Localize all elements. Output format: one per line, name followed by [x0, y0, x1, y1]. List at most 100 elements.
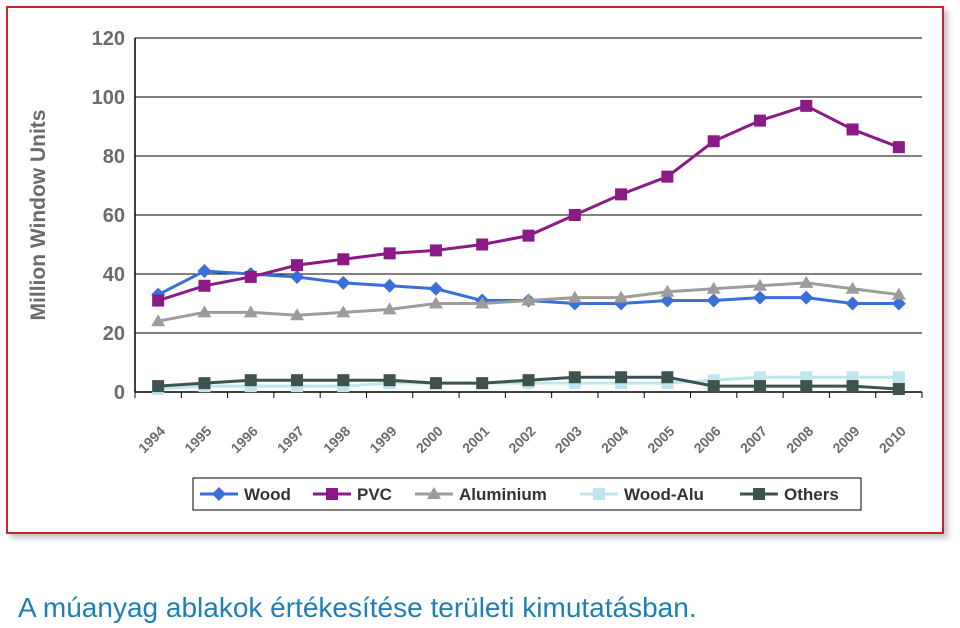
- legend-entry-aluminium: Aluminium: [415, 485, 547, 504]
- x-tick-label: 2005: [644, 423, 677, 456]
- legend-entry-wood: Wood: [200, 485, 291, 504]
- data-point-others: [615, 371, 628, 384]
- x-tick-label: 1995: [181, 423, 214, 456]
- legend-entry-wood-alu: Wood-Alu: [580, 485, 704, 504]
- y-tick-label: 100: [92, 87, 125, 109]
- data-point-pvc: [568, 209, 581, 221]
- legend-label: PVC: [357, 485, 392, 504]
- x-tick-label: 2009: [829, 423, 862, 456]
- data-point-aluminium: [660, 284, 675, 297]
- data-point-others: [383, 374, 396, 387]
- data-point-wood: [336, 275, 351, 290]
- gridlines: [135, 37, 922, 334]
- data-point-aluminium: [290, 308, 305, 321]
- y-tick-label: 80: [103, 146, 125, 168]
- data-point-aluminium: [706, 281, 721, 294]
- data-point-aluminium: [197, 305, 212, 318]
- data-point-pvc: [429, 244, 442, 257]
- data-point-others: [707, 380, 720, 393]
- legend-marker: [753, 488, 765, 500]
- data-point-aluminium: [891, 287, 906, 300]
- data-point-wood: [752, 290, 767, 305]
- x-tick-label: 2001: [459, 423, 492, 456]
- figure-caption: A múanyag ablakok értékesítése területi …: [18, 592, 697, 623]
- data-point-others: [800, 380, 813, 393]
- x-tick-label: 1999: [366, 423, 399, 456]
- y-axis-title: Million Window Units: [27, 110, 50, 321]
- data-point-pvc: [846, 123, 859, 136]
- data-point-wood: [706, 293, 721, 308]
- chart-frame: [6, 6, 944, 534]
- data-point-aluminium: [567, 290, 582, 303]
- data-point-others: [337, 374, 350, 387]
- data-point-others: [892, 383, 905, 396]
- data-point-aluminium: [475, 296, 490, 309]
- data-point-pvc: [152, 294, 165, 307]
- data-point-pvc: [198, 279, 211, 292]
- data-point-others: [244, 374, 257, 387]
- x-tick-label: 2000: [413, 423, 446, 456]
- data-point-wood: [382, 278, 397, 293]
- y-tick-label: 20: [103, 323, 125, 345]
- legend-entry-pvc: PVC: [313, 485, 392, 504]
- legend-marker: [212, 487, 226, 501]
- axes: 0 20 40 60 80 100 120 1994 1995 1996 1997 1998 1999 2…: [92, 28, 923, 456]
- legend-label: Wood: [244, 485, 291, 504]
- data-point-aluminium: [382, 302, 397, 315]
- data-point-aluminium: [521, 293, 536, 306]
- legend-marker: [593, 488, 605, 500]
- data-point-aluminium: [428, 296, 443, 309]
- data-point-wood: [891, 296, 906, 311]
- x-tick-label: 2007: [737, 423, 770, 456]
- series-pvc: [152, 99, 905, 307]
- x-tick-label: 2008: [783, 423, 816, 456]
- data-point-others: [476, 377, 489, 390]
- data-point-wood-alu: [892, 371, 905, 384]
- data-point-aluminium: [243, 305, 258, 318]
- data-point-pvc: [244, 270, 257, 283]
- data-point-pvc: [615, 188, 628, 201]
- data-point-others: [568, 371, 581, 384]
- data-point-aluminium: [752, 278, 767, 291]
- data-point-others: [198, 377, 211, 390]
- x-tick-label: 1996: [228, 423, 261, 456]
- data-point-others: [152, 380, 165, 393]
- legend-marker: [427, 487, 441, 499]
- data-point-pvc: [476, 238, 489, 251]
- y-tick-label: 0: [114, 382, 125, 404]
- data-point-pvc: [707, 135, 720, 148]
- legend-label: Aluminium: [459, 485, 547, 504]
- y-tick-label: 40: [103, 264, 125, 286]
- data-point-aluminium: [799, 275, 814, 288]
- legend: Wood PVC Aluminium Wood-Alu Others: [192, 477, 862, 511]
- data-point-others: [846, 380, 859, 393]
- data-point-pvc: [753, 114, 766, 127]
- series-line-pvc: [157, 104, 900, 302]
- legend-label: Wood-Alu: [624, 485, 704, 504]
- data-point-others: [429, 377, 442, 390]
- line-chart: 0 20 40 60 80 100 120 1994 1995 1996 1997 1998 1999 2…: [27, 28, 923, 511]
- data-point-pvc: [892, 141, 905, 154]
- y-tick-label: 60: [103, 205, 125, 227]
- data-point-wood: [845, 296, 860, 311]
- series-others: [152, 371, 905, 396]
- data-point-pvc: [522, 229, 535, 242]
- x-tick-label: 2004: [598, 423, 631, 456]
- data-point-aluminium: [151, 314, 166, 327]
- data-point-pvc: [661, 170, 674, 183]
- data-point-wood: [428, 281, 443, 296]
- data-point-aluminium: [614, 290, 629, 303]
- series-layer: [151, 99, 906, 396]
- data-point-wood: [197, 264, 212, 279]
- data-point-others: [753, 380, 766, 393]
- data-point-others: [291, 374, 304, 387]
- x-tick-label: 2002: [505, 423, 538, 456]
- data-point-wood: [290, 269, 305, 284]
- legend-marker: [326, 488, 338, 500]
- data-point-pvc: [383, 247, 396, 260]
- data-point-aluminium: [336, 305, 351, 318]
- data-point-others: [522, 374, 535, 387]
- x-tick-label: 1994: [135, 423, 168, 456]
- legend-entry-others: Others: [740, 485, 839, 504]
- x-tick-label: 2006: [690, 423, 723, 456]
